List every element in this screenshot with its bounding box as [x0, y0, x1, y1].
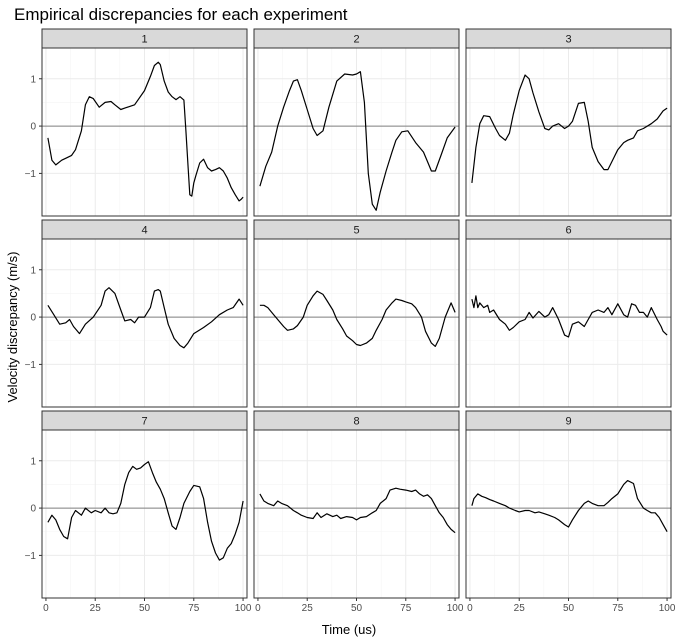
strip-label-6: 6 [565, 225, 571, 237]
facet-panel-3: 3 [465, 28, 672, 217]
x-tick-label: 75 [400, 603, 412, 614]
y-tick-label: 1 [30, 265, 36, 276]
strip-label-1: 1 [141, 34, 147, 46]
y-tick-label: −1 [25, 169, 37, 180]
strip-label-8: 8 [353, 416, 359, 428]
series-line-3 [471, 74, 668, 183]
y-tick-label: 1 [30, 74, 36, 85]
x-tick-label: 0 [467, 603, 473, 614]
facet-panel-5: 5 [253, 219, 460, 408]
series-line-6 [471, 295, 668, 338]
x-tick-label: 0 [255, 603, 261, 614]
facet-panel-6: 6 [465, 219, 672, 408]
panel-border [253, 47, 460, 217]
series-line-1 [47, 61, 244, 202]
x-tick-label: 25 [90, 603, 102, 614]
series-line-5 [259, 290, 456, 347]
x-tick-label: 25 [514, 603, 526, 614]
facet-panel-9: 9 0 25 50 75 100 [465, 410, 676, 614]
strip-label-9: 9 [565, 416, 571, 428]
y-tick-label: 1 [30, 456, 36, 467]
x-tick-label: 50 [139, 603, 151, 614]
x-tick-label: 0 [43, 603, 49, 614]
y-tick-label: −1 [25, 551, 37, 562]
x-tick-label: 50 [351, 603, 363, 614]
x-tick-label: 75 [188, 603, 200, 614]
series-line-9 [471, 480, 668, 532]
strip-label-5: 5 [353, 225, 359, 237]
y-axis-title: Velocity discrepancy (m/s) [5, 252, 20, 403]
panel-border [253, 238, 460, 408]
strip-label-7: 7 [141, 416, 147, 428]
facet-panel-4: 4 −1 0 1 [25, 219, 248, 408]
facet-panel-2: 2 [253, 28, 460, 217]
y-tick-label: 0 [30, 504, 36, 515]
series-line-2 [259, 71, 456, 211]
facet-panel-8: 8 0 25 50 75 100 [253, 410, 464, 614]
x-tick-label: 100 [235, 603, 252, 614]
x-tick-label: 50 [563, 603, 575, 614]
series-line-8 [259, 487, 456, 534]
y-tick-label: 0 [30, 313, 36, 324]
panel-border [41, 47, 248, 217]
x-tick-label: 100 [447, 603, 464, 614]
series-line-4 [47, 287, 244, 349]
y-tick-label: −1 [25, 360, 37, 371]
x-tick-label: 25 [302, 603, 314, 614]
facet-panels: 1 −1 0 1 2 3 4 −1 0 1 5 6 7 −1 0 1 0 25 50 75 100 8 0 25 50 75 100… [25, 28, 676, 614]
strip-label-3: 3 [565, 34, 571, 46]
y-tick-label: 0 [30, 122, 36, 133]
strip-label-4: 4 [141, 225, 147, 237]
series-line-7 [47, 461, 244, 561]
chart-title: Empirical discrepancies for each experim… [14, 5, 348, 24]
panel-border [465, 47, 672, 217]
facet-panel-7: 7 −1 0 1 0 25 50 75 100 [25, 410, 252, 614]
facet-panel-1: 1 −1 0 1 [25, 28, 248, 217]
x-axis-title: Time (us) [322, 622, 376, 637]
x-tick-label: 75 [612, 603, 624, 614]
strip-label-2: 2 [353, 34, 359, 46]
panel-border [41, 238, 248, 408]
panel-border [465, 238, 672, 408]
x-tick-label: 100 [659, 603, 676, 614]
